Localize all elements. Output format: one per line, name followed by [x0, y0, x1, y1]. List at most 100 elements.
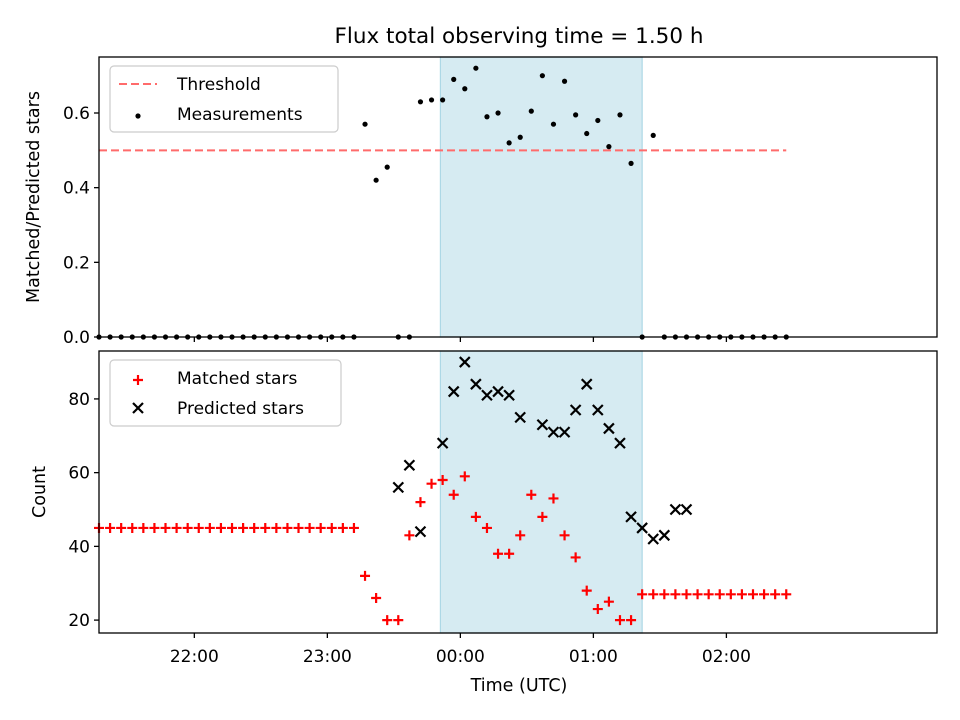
- data-point-measurement: [484, 114, 490, 120]
- data-point-matched: [426, 478, 437, 489]
- legend-predicted-swatch: [132, 402, 144, 414]
- data-point-matched: [481, 522, 492, 533]
- data-point-matched: [215, 522, 226, 533]
- data-point-matched: [714, 589, 725, 600]
- figure-title: Flux total observing time = 1.50 h: [335, 24, 704, 49]
- data-point-matched: [781, 589, 792, 600]
- data-point-predicted: [547, 426, 560, 438]
- data-point-measurement: [517, 134, 523, 140]
- y-tick-label: 0.4: [63, 179, 90, 199]
- data-point-predicted: [603, 422, 615, 435]
- data-point-predicted: [503, 389, 515, 402]
- data-point-matched: [747, 589, 758, 600]
- data-point-matched: [603, 596, 614, 607]
- data-point-matched: [526, 489, 537, 500]
- data-point-predicted: [436, 437, 449, 449]
- data-point-matched: [171, 522, 182, 533]
- data-point-matched: [548, 493, 559, 504]
- data-point-matched: [681, 589, 692, 600]
- data-point-predicted: [492, 385, 504, 398]
- data-point-matched: [282, 522, 293, 533]
- data-point-matched: [725, 589, 736, 600]
- data-point-matched: [382, 615, 393, 626]
- data-point-measurement: [373, 177, 379, 183]
- axes-frame: [98, 350, 938, 634]
- data-point-predicted: [625, 511, 637, 523]
- data-point-measurement: [462, 86, 468, 92]
- data-point-matched: [581, 585, 592, 596]
- data-point-predicted: [636, 522, 648, 534]
- data-point-matched: [415, 497, 426, 508]
- data-point-matched: [515, 530, 526, 541]
- x-tick-label: 00:00: [436, 647, 485, 667]
- data-point-matched: [304, 522, 315, 533]
- legend-box: [109, 65, 339, 133]
- data-point-matched: [326, 522, 337, 533]
- data-point-matched: [182, 522, 193, 533]
- data-point-measurement: [362, 121, 368, 127]
- legend-measurement-swatch: [135, 113, 141, 119]
- data-point-measurement: [584, 130, 590, 137]
- data-point-matched: [570, 552, 581, 563]
- data-point-predicted: [459, 356, 471, 368]
- data-point-predicted: [569, 404, 582, 416]
- data-point-predicted: [481, 389, 493, 402]
- data-point-matched: [337, 522, 348, 533]
- y-tick-label: 60: [68, 464, 90, 484]
- data-point-matched: [670, 589, 681, 600]
- data-point-matched: [759, 589, 770, 600]
- top-panel-ratio: 0.0 0.2 0.4 0.6 Matched/Predicted stars Thres…: [24, 56, 938, 348]
- y-tick-label: 0.2: [63, 253, 90, 273]
- data-point-measurement: [495, 110, 501, 116]
- y-tick-label: 0.0: [63, 328, 90, 348]
- data-point-measurement: [473, 65, 479, 71]
- data-point-predicted: [447, 385, 460, 398]
- data-point-matched: [504, 548, 515, 559]
- highlight-span: [439, 350, 643, 634]
- data-point-matched: [193, 522, 204, 533]
- data-point-measurement: [573, 112, 579, 118]
- axes-frame: [98, 56, 938, 338]
- data-point-matched: [614, 615, 625, 626]
- data-point-matched: [592, 604, 603, 615]
- data-point-matched: [493, 548, 504, 559]
- data-point-matched: [648, 589, 659, 600]
- y-tick-label: 20: [68, 611, 90, 631]
- x-tick-label: 23:00: [303, 647, 352, 667]
- data-point-matched: [770, 589, 781, 600]
- data-point-predicted: [470, 378, 482, 390]
- y-tick-label: 0.6: [63, 104, 90, 124]
- data-point-matched: [371, 592, 382, 603]
- data-point-measurement: [428, 97, 435, 103]
- legend-box: [109, 359, 342, 427]
- legend-entry-label: Predicted stars: [177, 399, 304, 419]
- data-point-matched: [105, 522, 116, 533]
- x-axis-label: Time (UTC): [470, 676, 568, 696]
- bottom-panel-counts: 20 40 60 80 22:00 23:00 00:00 01:00 02:00 Count Ma…: [30, 350, 938, 667]
- data-point-predicted: [514, 411, 526, 424]
- data-point-predicted: [614, 437, 626, 449]
- legend-entry-label: Measurements: [177, 105, 303, 125]
- x-tick-label: 22:00: [170, 647, 219, 667]
- data-point-predicted: [669, 503, 682, 516]
- data-point-measurement: [628, 160, 634, 166]
- data-point-predicted: [558, 426, 571, 438]
- data-point-predicted: [536, 418, 549, 431]
- data-point-matched: [703, 589, 714, 600]
- data-point-matched: [537, 511, 548, 522]
- y-tick-label: 80: [68, 390, 90, 410]
- data-point-matched: [626, 615, 637, 626]
- data-point-measurement: [650, 132, 656, 138]
- data-point-matched: [204, 522, 215, 533]
- data-point-matched: [138, 522, 149, 533]
- data-point-measurement: [550, 121, 557, 127]
- data-point-measurement: [539, 73, 545, 79]
- highlight-span: [439, 56, 643, 338]
- data-point-matched: [238, 522, 249, 533]
- data-point-matched: [404, 530, 415, 541]
- y-tick-label: 40: [68, 537, 90, 557]
- data-point-matched: [736, 589, 747, 600]
- data-point-matched: [271, 522, 282, 533]
- data-point-measurement: [561, 78, 568, 84]
